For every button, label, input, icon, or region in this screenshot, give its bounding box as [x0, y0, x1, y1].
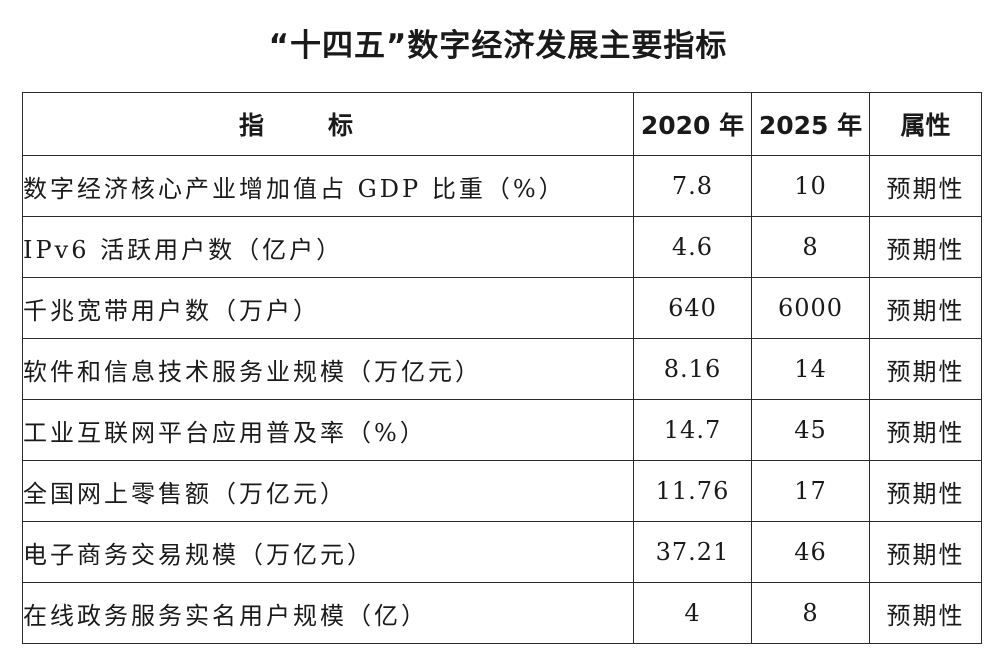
value-2020: 37.21	[633, 521, 752, 583]
indicator-name: 工业互联网平台应用普及率（%）	[22, 399, 634, 461]
attribute-value: 预期性	[869, 582, 982, 644]
indicator-name: 千兆宽带用户数（万户）	[22, 277, 634, 339]
value-2020: 7.8	[633, 155, 752, 217]
table-header-row: 指标 2020 年 2025 年 属性	[22, 92, 982, 156]
indicator-name: 在线政务服务实名用户规模（亿）	[22, 582, 634, 644]
header-2025: 2025 年	[751, 92, 870, 156]
value-2025: 8	[751, 582, 870, 644]
indicator-name: IPv6 活跃用户数（亿户）	[22, 216, 634, 278]
indicator-name: 软件和信息技术服务业规模（万亿元）	[22, 338, 634, 400]
value-2025: 17	[751, 460, 870, 522]
page-title: “十四五”数字经济发展主要指标	[268, 28, 728, 64]
indicator-name: 电子商务交易规模（万亿元）	[22, 521, 634, 583]
value-2020: 4.6	[633, 216, 752, 278]
table-row: 电子商务交易规模（万亿元） 37.21 46 预期性	[22, 521, 982, 583]
header-2020: 2020 年	[633, 92, 752, 156]
indicators-table: 指标 2020 年 2025 年 属性 数字经济核心产业增加值占 GDP 比重（…	[22, 92, 982, 644]
attribute-value: 预期性	[869, 399, 982, 461]
value-2025: 6000	[751, 277, 870, 339]
table-row: 数字经济核心产业增加值占 GDP 比重（%） 7.8 10 预期性	[22, 155, 982, 217]
header-indicator: 指标	[22, 92, 634, 156]
table-row: 千兆宽带用户数（万户） 640 6000 预期性	[22, 277, 982, 339]
header-attribute: 属性	[869, 92, 982, 156]
attribute-value: 预期性	[869, 155, 982, 217]
attribute-value: 预期性	[869, 521, 982, 583]
value-2025: 45	[751, 399, 870, 461]
value-2020: 14.7	[633, 399, 752, 461]
value-2025: 10	[751, 155, 870, 217]
value-2025: 8	[751, 216, 870, 278]
table-row: 工业互联网平台应用普及率（%） 14.7 45 预期性	[22, 399, 982, 461]
table-row: 全国网上零售额（万亿元） 11.76 17 预期性	[22, 460, 982, 522]
value-2020: 640	[633, 277, 752, 339]
table-row: 软件和信息技术服务业规模（万亿元） 8.16 14 预期性	[22, 338, 982, 400]
indicator-name: 数字经济核心产业增加值占 GDP 比重（%）	[22, 155, 634, 217]
table-row: 在线政务服务实名用户规模（亿） 4 8 预期性	[22, 582, 982, 644]
value-2025: 14	[751, 338, 870, 400]
attribute-value: 预期性	[869, 338, 982, 400]
value-2020: 4	[633, 582, 752, 644]
attribute-value: 预期性	[869, 216, 982, 278]
attribute-value: 预期性	[869, 460, 982, 522]
table-row: IPv6 活跃用户数（亿户） 4.6 8 预期性	[22, 216, 982, 278]
value-2020: 8.16	[633, 338, 752, 400]
attribute-value: 预期性	[869, 277, 982, 339]
value-2020: 11.76	[633, 460, 752, 522]
value-2025: 46	[751, 521, 870, 583]
indicator-name: 全国网上零售额（万亿元）	[22, 460, 634, 522]
